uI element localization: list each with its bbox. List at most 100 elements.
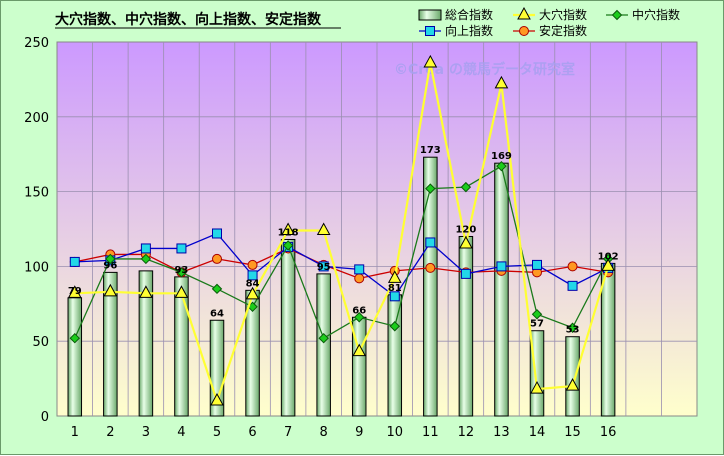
data-point bbox=[460, 268, 471, 279]
data-point bbox=[387, 270, 402, 283]
x-tick-label: 11 bbox=[422, 425, 439, 440]
y-tick-label: 200 bbox=[24, 111, 49, 126]
data-point bbox=[567, 261, 578, 272]
x-tick-label: 5 bbox=[213, 425, 221, 440]
data-point bbox=[496, 261, 507, 272]
data-point bbox=[69, 256, 80, 267]
bar bbox=[138, 270, 154, 417]
y-axis: 0 50 100 150 200 250 bbox=[24, 36, 49, 425]
legend-marker bbox=[517, 6, 531, 20]
x-tick-label: 9 bbox=[355, 425, 363, 440]
data-point bbox=[389, 291, 400, 302]
data-point bbox=[601, 258, 615, 271]
bar bbox=[103, 271, 118, 417]
bar-data-label: 169 bbox=[491, 151, 512, 162]
data-point bbox=[530, 381, 544, 394]
data-point bbox=[210, 392, 224, 406]
legend-label: 中穴指数 bbox=[632, 7, 680, 22]
x-tick-label: 3 bbox=[142, 425, 150, 440]
data-point bbox=[318, 261, 329, 272]
bar bbox=[423, 156, 438, 417]
bar-data-label: 96 bbox=[103, 260, 117, 271]
bar-data-label: 66 bbox=[352, 305, 366, 316]
bar bbox=[494, 162, 509, 417]
legend-marker bbox=[611, 9, 623, 21]
bar-data-label: 120 bbox=[455, 224, 476, 235]
y-tick-label: 50 bbox=[32, 335, 49, 350]
data-point bbox=[459, 235, 473, 249]
y-tick-label: 250 bbox=[24, 36, 49, 51]
data-point bbox=[354, 264, 365, 275]
x-tick-label: 7 bbox=[284, 425, 292, 440]
data-point bbox=[425, 262, 436, 273]
x-tick-label: 16 bbox=[600, 425, 617, 440]
legend-marker bbox=[519, 26, 529, 36]
x-tick-label: 4 bbox=[177, 425, 185, 440]
data-point bbox=[352, 343, 367, 357]
bar-data-label: 81 bbox=[388, 283, 402, 294]
bar bbox=[67, 297, 83, 417]
data-point bbox=[174, 285, 189, 298]
bar-data-label: 95 bbox=[317, 262, 331, 273]
bar bbox=[458, 235, 474, 417]
bar-data-label: 102 bbox=[598, 251, 619, 262]
data-point bbox=[140, 243, 151, 254]
data-point bbox=[245, 286, 260, 300]
data-point bbox=[354, 312, 365, 323]
x-tick-label: 14 bbox=[529, 425, 546, 440]
data-point bbox=[389, 321, 400, 332]
data-point bbox=[139, 285, 153, 298]
data-point bbox=[211, 283, 223, 295]
bar-data-label: 64 bbox=[210, 308, 224, 319]
legend-label: 大穴指数 bbox=[539, 7, 587, 22]
data-point bbox=[67, 285, 82, 298]
legend-label: 向上指数 bbox=[445, 23, 493, 38]
chart-title: 大穴指数、中穴指数、向上指数、安定指数 bbox=[55, 11, 322, 28]
data-point bbox=[247, 270, 258, 281]
y-tick-label: 100 bbox=[24, 260, 49, 275]
data-point bbox=[316, 222, 331, 235]
data-point bbox=[494, 75, 509, 89]
data-point bbox=[565, 378, 580, 391]
legend-label: 総合指数 bbox=[445, 7, 493, 22]
x-tick-label: 6 bbox=[248, 425, 256, 440]
bar bbox=[280, 238, 296, 417]
data-point bbox=[281, 222, 295, 235]
data-point bbox=[247, 259, 258, 270]
data-point bbox=[105, 253, 116, 265]
bar-data-label: 93 bbox=[174, 265, 188, 276]
data-point bbox=[532, 259, 542, 270]
series-line bbox=[74, 247, 609, 280]
data-point bbox=[354, 273, 365, 284]
legend-marker bbox=[425, 26, 435, 36]
data-point bbox=[212, 253, 222, 264]
data-point bbox=[140, 253, 152, 265]
series-line bbox=[74, 62, 610, 405]
data-point bbox=[176, 267, 187, 278]
watermark: ©Crea の競馬データ研究室 bbox=[394, 61, 575, 78]
data-point bbox=[282, 240, 294, 251]
bar-data-label: 79 bbox=[68, 286, 82, 297]
data-point bbox=[318, 333, 329, 344]
bar-data-label: 57 bbox=[530, 319, 544, 330]
data-point bbox=[496, 160, 507, 172]
data-point bbox=[425, 237, 436, 248]
y-tick-label: 0 bbox=[41, 410, 49, 425]
data-point bbox=[423, 54, 438, 68]
data-point bbox=[567, 280, 578, 291]
data-point bbox=[460, 181, 472, 193]
x-tick-label: 1 bbox=[71, 425, 79, 440]
data-point bbox=[103, 283, 118, 297]
x-tick-label: 12 bbox=[458, 425, 475, 440]
bar bbox=[565, 336, 580, 417]
data-point bbox=[425, 183, 436, 194]
bar-data-label: 118 bbox=[278, 227, 299, 238]
data-point bbox=[567, 322, 578, 333]
data-point bbox=[212, 228, 222, 239]
legend-label: 安定指数 bbox=[539, 23, 587, 38]
bar-data-label: 84 bbox=[246, 278, 260, 289]
x-tick-label: 8 bbox=[320, 425, 328, 440]
